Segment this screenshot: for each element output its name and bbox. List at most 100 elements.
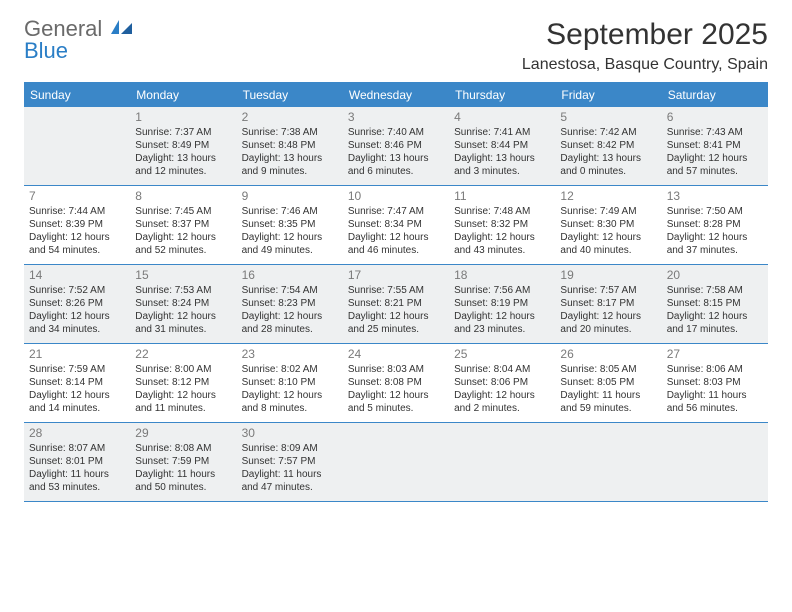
daylight-line: Daylight: 12 hours xyxy=(454,231,550,244)
day-cell xyxy=(662,423,768,501)
day-cell: 26Sunrise: 8:05 AMSunset: 8:05 PMDayligh… xyxy=(555,344,661,422)
sunset-line: Sunset: 8:39 PM xyxy=(29,218,125,231)
day-header: Wednesday xyxy=(343,83,449,107)
sunset-line: Sunset: 8:08 PM xyxy=(348,376,444,389)
day-cell: 20Sunrise: 7:58 AMSunset: 8:15 PMDayligh… xyxy=(662,265,768,343)
sunrise-line: Sunrise: 7:37 AM xyxy=(135,126,231,139)
daylight-line: Daylight: 11 hours xyxy=(242,468,338,481)
day-cell: 21Sunrise: 7:59 AMSunset: 8:14 PMDayligh… xyxy=(24,344,130,422)
daylight-line: and 56 minutes. xyxy=(667,402,763,415)
day-number: 3 xyxy=(348,110,444,124)
daylight-line: Daylight: 12 hours xyxy=(667,152,763,165)
daylight-line: Daylight: 12 hours xyxy=(667,310,763,323)
day-cell: 3Sunrise: 7:40 AMSunset: 8:46 PMDaylight… xyxy=(343,107,449,185)
sunset-line: Sunset: 7:59 PM xyxy=(135,455,231,468)
day-cell: 5Sunrise: 7:42 AMSunset: 8:42 PMDaylight… xyxy=(555,107,661,185)
day-number: 4 xyxy=(454,110,550,124)
sunrise-line: Sunrise: 7:43 AM xyxy=(667,126,763,139)
day-number: 5 xyxy=(560,110,656,124)
logo-word-2: Blue xyxy=(24,38,68,63)
daylight-line: Daylight: 12 hours xyxy=(135,310,231,323)
sunrise-line: Sunrise: 7:59 AM xyxy=(29,363,125,376)
day-number: 27 xyxy=(667,347,763,361)
day-number: 25 xyxy=(454,347,550,361)
day-number: 10 xyxy=(348,189,444,203)
sunset-line: Sunset: 8:12 PM xyxy=(135,376,231,389)
daylight-line: and 40 minutes. xyxy=(560,244,656,257)
day-cell: 27Sunrise: 8:06 AMSunset: 8:03 PMDayligh… xyxy=(662,344,768,422)
day-cell: 11Sunrise: 7:48 AMSunset: 8:32 PMDayligh… xyxy=(449,186,555,264)
sunrise-line: Sunrise: 7:38 AM xyxy=(242,126,338,139)
daylight-line: and 17 minutes. xyxy=(667,323,763,336)
sunset-line: Sunset: 8:10 PM xyxy=(242,376,338,389)
day-header: Thursday xyxy=(449,83,555,107)
sunset-line: Sunset: 8:35 PM xyxy=(242,218,338,231)
sunset-line: Sunset: 7:57 PM xyxy=(242,455,338,468)
daylight-line: and 47 minutes. xyxy=(242,481,338,494)
day-cell: 9 Sunrise: 7:46 AMSunset: 8:35 PMDaylight… xyxy=(237,186,343,264)
daylight-line: Daylight: 12 hours xyxy=(135,389,231,402)
daylight-line: Daylight: 11 hours xyxy=(135,468,231,481)
daylight-line: Daylight: 12 hours xyxy=(242,310,338,323)
daylight-line: and 6 minutes. xyxy=(348,165,444,178)
day-cell: 4Sunrise: 7:41 AMSunset: 8:44 PMDaylight… xyxy=(449,107,555,185)
day-number: 28 xyxy=(29,426,125,440)
day-cell: 28Sunrise: 8:07 AMSunset: 8:01 PMDayligh… xyxy=(24,423,130,501)
daylight-line: and 9 minutes. xyxy=(242,165,338,178)
daylight-line: and 20 minutes. xyxy=(560,323,656,336)
daylight-line: Daylight: 12 hours xyxy=(29,231,125,244)
day-header: Sunday xyxy=(24,83,130,107)
sunrise-line: Sunrise: 7:55 AM xyxy=(348,284,444,297)
day-number: 18 xyxy=(454,268,550,282)
logo-text: General Blue xyxy=(24,18,134,62)
day-cell: 30Sunrise: 8:09 AMSunset: 7:57 PMDayligh… xyxy=(237,423,343,501)
daylight-line: and 52 minutes. xyxy=(135,244,231,257)
sunrise-line: Sunrise: 7:49 AM xyxy=(560,205,656,218)
daylight-line: and 46 minutes. xyxy=(348,244,444,257)
sunset-line: Sunset: 8:26 PM xyxy=(29,297,125,310)
daylight-line: and 5 minutes. xyxy=(348,402,444,415)
day-cell: 17Sunrise: 7:55 AMSunset: 8:21 PMDayligh… xyxy=(343,265,449,343)
daylight-line: and 37 minutes. xyxy=(667,244,763,257)
day-cell: 16Sunrise: 7:54 AMSunset: 8:23 PMDayligh… xyxy=(237,265,343,343)
day-number: 15 xyxy=(135,268,231,282)
day-cell: 13Sunrise: 7:50 AMSunset: 8:28 PMDayligh… xyxy=(662,186,768,264)
sunset-line: Sunset: 8:14 PM xyxy=(29,376,125,389)
sunrise-line: Sunrise: 7:44 AM xyxy=(29,205,125,218)
day-cell: 23Sunrise: 8:02 AMSunset: 8:10 PMDayligh… xyxy=(237,344,343,422)
daylight-line: and 50 minutes. xyxy=(135,481,231,494)
sunrise-line: Sunrise: 7:46 AM xyxy=(242,205,338,218)
day-number: 9 xyxy=(242,189,338,203)
week-row: 7Sunrise: 7:44 AMSunset: 8:39 PMDaylight… xyxy=(24,186,768,265)
daylight-line: Daylight: 12 hours xyxy=(242,231,338,244)
daylight-line: and 12 minutes. xyxy=(135,165,231,178)
sunrise-line: Sunrise: 8:08 AM xyxy=(135,442,231,455)
daylight-line: and 49 minutes. xyxy=(242,244,338,257)
week-row: 14Sunrise: 7:52 AMSunset: 8:26 PMDayligh… xyxy=(24,265,768,344)
sunrise-line: Sunrise: 8:05 AM xyxy=(560,363,656,376)
daylight-line: Daylight: 12 hours xyxy=(348,389,444,402)
month-title: September 2025 xyxy=(522,18,768,52)
sunset-line: Sunset: 8:42 PM xyxy=(560,139,656,152)
day-cell: 7Sunrise: 7:44 AMSunset: 8:39 PMDaylight… xyxy=(24,186,130,264)
daylight-line: Daylight: 12 hours xyxy=(29,389,125,402)
day-cell: 14Sunrise: 7:52 AMSunset: 8:26 PMDayligh… xyxy=(24,265,130,343)
daylight-line: Daylight: 12 hours xyxy=(667,231,763,244)
daylight-line: Daylight: 12 hours xyxy=(348,231,444,244)
day-header: Tuesday xyxy=(237,83,343,107)
week-row: 1Sunrise: 7:37 AMSunset: 8:49 PMDaylight… xyxy=(24,107,768,186)
day-cell xyxy=(343,423,449,501)
day-cell: 18Sunrise: 7:56 AMSunset: 8:19 PMDayligh… xyxy=(449,265,555,343)
daylight-line: Daylight: 13 hours xyxy=(242,152,338,165)
day-header: Friday xyxy=(555,83,661,107)
daylight-line: Daylight: 13 hours xyxy=(135,152,231,165)
day-cell: 25Sunrise: 8:04 AMSunset: 8:06 PMDayligh… xyxy=(449,344,555,422)
sunset-line: Sunset: 8:15 PM xyxy=(667,297,763,310)
day-cell: 22Sunrise: 8:00 AMSunset: 8:12 PMDayligh… xyxy=(130,344,236,422)
daylight-line: Daylight: 12 hours xyxy=(560,231,656,244)
daylight-line: Daylight: 12 hours xyxy=(454,310,550,323)
sunrise-line: Sunrise: 8:03 AM xyxy=(348,363,444,376)
day-number: 2 xyxy=(242,110,338,124)
day-number: 13 xyxy=(667,189,763,203)
title-block: September 2025 Lanestosa, Basque Country… xyxy=(522,18,768,74)
